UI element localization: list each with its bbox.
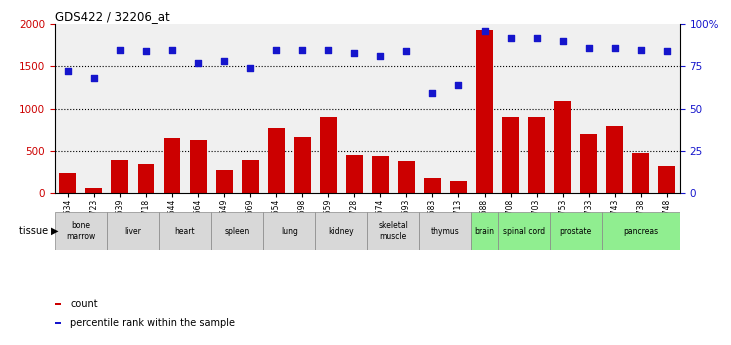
- Bar: [580, 134, 597, 193]
- Point: [427, 91, 439, 96]
- Point: [140, 48, 152, 54]
- Text: thymus: thymus: [431, 227, 460, 236]
- Point: [62, 69, 74, 74]
- Text: liver: liver: [124, 227, 141, 236]
- Text: lung: lung: [281, 227, 298, 236]
- Text: spinal cord: spinal cord: [502, 227, 545, 236]
- Text: percentile rank within the sample: percentile rank within the sample: [70, 318, 235, 328]
- Point: [635, 47, 647, 52]
- Point: [270, 47, 282, 52]
- Point: [583, 45, 594, 51]
- Bar: [164, 138, 181, 193]
- Point: [452, 82, 464, 88]
- Text: spleen: spleen: [224, 227, 250, 236]
- Bar: [294, 137, 311, 193]
- Point: [609, 45, 621, 51]
- Bar: [268, 128, 284, 193]
- Bar: [59, 173, 76, 193]
- Point: [661, 48, 673, 54]
- Bar: [86, 188, 102, 193]
- Bar: [498, 212, 550, 250]
- Point: [114, 47, 126, 52]
- Bar: [55, 212, 107, 250]
- Bar: [319, 117, 337, 193]
- Bar: [632, 152, 649, 193]
- Point: [166, 47, 178, 52]
- Bar: [367, 212, 420, 250]
- Bar: [606, 126, 624, 193]
- Point: [401, 48, 412, 54]
- Text: heart: heart: [175, 227, 195, 236]
- Text: pancreas: pancreas: [624, 227, 659, 236]
- Text: skeletal
muscle: skeletal muscle: [379, 221, 409, 241]
- Bar: [111, 160, 129, 193]
- Bar: [476, 30, 493, 193]
- Point: [88, 76, 99, 81]
- Bar: [659, 166, 675, 193]
- Bar: [398, 161, 415, 193]
- Bar: [450, 180, 467, 193]
- Text: tissue: tissue: [19, 226, 51, 236]
- Point: [504, 35, 516, 40]
- Point: [192, 60, 204, 66]
- Bar: [554, 101, 571, 193]
- Bar: [346, 155, 363, 193]
- Point: [349, 50, 360, 56]
- Text: brain: brain: [474, 227, 494, 236]
- Text: bone
marrow: bone marrow: [67, 221, 96, 241]
- Bar: [502, 117, 519, 193]
- Bar: [159, 212, 211, 250]
- Text: kidney: kidney: [328, 227, 354, 236]
- Bar: [189, 140, 207, 193]
- Point: [219, 59, 230, 64]
- Point: [479, 28, 491, 34]
- Text: ▶: ▶: [51, 226, 58, 236]
- Point: [557, 38, 569, 44]
- Text: GDS422 / 32206_at: GDS422 / 32206_at: [55, 10, 170, 23]
- Point: [244, 65, 256, 71]
- Bar: [471, 212, 498, 250]
- Bar: [372, 156, 389, 193]
- Bar: [602, 212, 680, 250]
- Bar: [137, 165, 154, 193]
- Point: [531, 35, 542, 40]
- Bar: [216, 169, 232, 193]
- Point: [374, 53, 386, 59]
- Bar: [315, 212, 367, 250]
- Bar: [550, 212, 602, 250]
- Point: [296, 47, 308, 52]
- Text: prostate: prostate: [559, 227, 592, 236]
- Bar: [211, 212, 263, 250]
- Bar: [242, 160, 259, 193]
- Bar: [263, 212, 315, 250]
- Bar: [107, 212, 159, 250]
- Point: [322, 47, 334, 52]
- Text: count: count: [70, 299, 98, 309]
- Bar: [424, 178, 441, 193]
- Bar: [420, 212, 471, 250]
- Bar: [528, 117, 545, 193]
